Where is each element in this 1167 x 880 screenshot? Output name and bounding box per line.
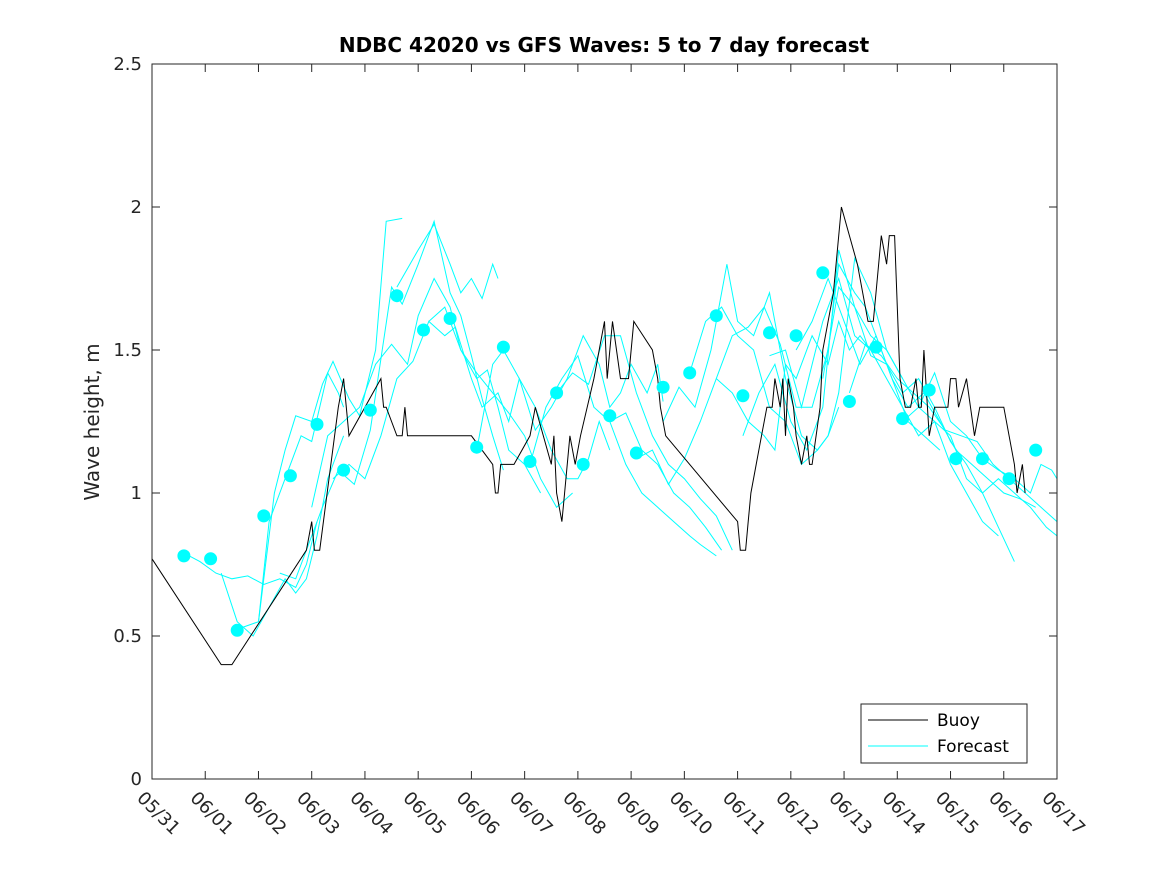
forecast-run-line-10: [476, 334, 664, 451]
forecast-run-line-22: [848, 343, 1058, 522]
forecast-marker-30: [949, 452, 963, 466]
forecast-marker-24: [789, 329, 803, 343]
forecast-marker-20: [683, 366, 697, 380]
forecast-run-line-7: [332, 320, 611, 480]
forecast-run-line-19: [769, 276, 999, 537]
forecast-run-line-8: [396, 223, 499, 300]
forecast-run-line-6: [311, 277, 542, 508]
forecast-marker-2: [204, 552, 218, 566]
forecast-marker-6: [310, 417, 324, 431]
legend-forecast-label: Forecast: [937, 737, 1009, 757]
forecast-marker-26: [842, 395, 856, 408]
y-tick-label: 0.5: [113, 626, 142, 647]
forecast-marker-13: [496, 340, 510, 354]
forecast-run-line-11: [529, 354, 723, 551]
forecast-marker-31: [976, 452, 989, 466]
chart-title: NDBC 42020 vs GFS Waves: 5 to 7 day fore…: [339, 33, 870, 57]
y-tick-label: 0: [131, 769, 142, 790]
y-axis-label: Wave height, m: [80, 343, 104, 500]
forecast-marker-27: [869, 340, 883, 354]
forecast-marker-3: [230, 623, 244, 637]
forecast-marker-33: [1029, 443, 1043, 457]
forecast-marker-7: [337, 463, 351, 477]
forecast-marker-5: [283, 469, 297, 483]
forecast-run-line-9: [428, 306, 573, 509]
forecast-marker-14: [523, 455, 537, 468]
forecast-marker-15: [550, 386, 564, 400]
forecast-marker-19: [656, 380, 670, 394]
buoy-line: [151, 206, 1026, 666]
forecast-marker-10: [417, 323, 430, 337]
forecast-marker-16: [576, 457, 590, 471]
y-tick-label: 2.5: [113, 54, 142, 75]
forecast-run-line-21: [822, 285, 1058, 537]
forecast-marker-18: [629, 446, 643, 460]
forecast-marker-28: [896, 412, 910, 426]
forecast-markers: [177, 266, 1043, 637]
forecast-marker-22: [736, 389, 750, 403]
forecast-marker-25: [816, 266, 830, 280]
forecast-run-line-23: [902, 371, 1058, 494]
forecast-marker-21: [709, 309, 723, 323]
forecast-marker-11: [443, 312, 457, 325]
y-tick-label: 1: [131, 483, 142, 504]
buoy-series: [151, 206, 1026, 666]
legend-buoy-label: Buoy: [937, 711, 980, 731]
forecast-run-line-14: [636, 319, 872, 486]
axes-box: [152, 64, 1057, 779]
forecast-marker-23: [763, 326, 776, 340]
forecast-run-line-13: [609, 421, 717, 557]
forecast-marker-4: [257, 509, 271, 523]
forecast-marker-8: [363, 403, 377, 417]
forecast-series: [183, 217, 1058, 637]
plot-area: [151, 63, 1058, 780]
forecast-run-line-12: [556, 335, 733, 551]
forecast-marker-1: [177, 549, 191, 563]
forecast-run-line-4: [258, 217, 403, 622]
forecast-run-line-1: [183, 521, 318, 589]
legend-box: [860, 703, 1028, 764]
y-axis: 0 0.5 1 1.5 2 2.5: [113, 54, 1057, 790]
y-tick-label: 2: [131, 197, 142, 218]
forecast-marker-32: [1002, 472, 1016, 486]
forecast-marker-29: [922, 383, 936, 397]
axes-frame: [151, 63, 1058, 780]
forecast-marker-9: [390, 289, 404, 303]
y-tick-label: 1.5: [113, 340, 142, 361]
forecast-marker-12: [470, 440, 484, 454]
forecast-marker-17: [603, 409, 617, 423]
legend: Buoy Forecast: [860, 703, 1028, 764]
forecast-run-line-3: [242, 371, 345, 628]
